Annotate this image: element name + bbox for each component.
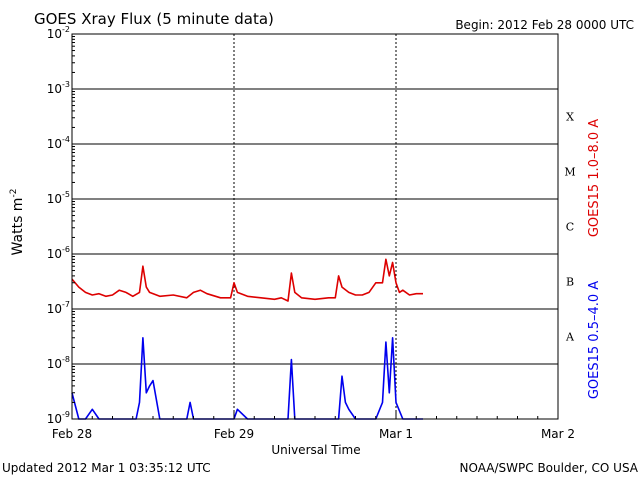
y-tick-label: 10-6 — [47, 245, 70, 261]
footer-updated: Updated 2012 Mar 1 03:35:12 UTC — [2, 461, 211, 475]
svg-text:Watts m-2: Watts m-2 — [9, 189, 26, 256]
grid — [72, 34, 558, 419]
flare-class-label: A — [565, 331, 575, 344]
y-tick-label: 10-2 — [47, 25, 70, 41]
y-tick-label: 10-8 — [47, 355, 70, 371]
begin-label: Begin: 2012 Feb 28 0000 UTC — [455, 18, 634, 32]
legend-series-short: GOES15 0.5–4.0 A — [587, 281, 602, 399]
y-tick-label: 10-3 — [47, 80, 70, 96]
footer-agency: NOAA/SWPC Boulder, CO USA — [460, 461, 639, 475]
y-axis-label-text: Watts m — [10, 198, 26, 256]
y-axis-label: Watts m-2 — [9, 189, 26, 256]
flare-class-label: X — [566, 111, 574, 124]
chart-title: GOES Xray Flux (5 minute data) — [34, 10, 274, 28]
flare-class-label: B — [566, 276, 574, 289]
x-tick-label: Feb 28 — [52, 427, 92, 441]
x-tick-label: Feb 29 — [214, 427, 254, 441]
flare-class-label: M — [564, 166, 575, 179]
y-tick-label: 10-7 — [47, 300, 70, 316]
y-tick-label: 10-5 — [47, 190, 70, 206]
x-tick-label: Mar 1 — [379, 427, 413, 441]
series-line-long — [71, 258, 423, 302]
y-axis-label-exp: -2 — [9, 189, 19, 198]
x-tick-label: Mar 2 — [541, 427, 575, 441]
flare-class-label: C — [566, 221, 574, 234]
y-tick-label: 10-9 — [47, 410, 70, 426]
legend-series-long: GOES15 1.0–8.0 A — [587, 119, 602, 237]
x-axis-label: Universal Time — [271, 443, 360, 457]
y-tick-label: 10-4 — [47, 135, 70, 151]
